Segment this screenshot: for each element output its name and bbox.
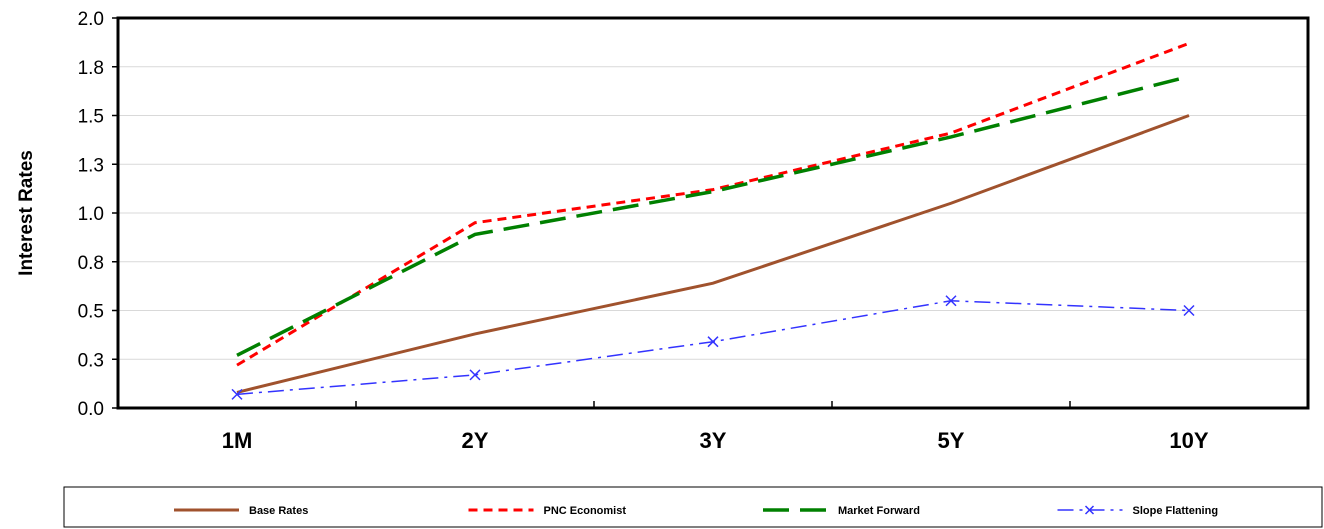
- y-tick-label: 0.5: [78, 302, 104, 323]
- x-tick-label: 5Y: [938, 428, 965, 453]
- series-line: [236, 114, 1190, 394]
- legend-marker: [1084, 505, 1095, 515]
- legend-label: Market Forward: [838, 505, 920, 517]
- y-tick-label: 0.3: [78, 350, 104, 371]
- x-tick-label: 1M: [222, 428, 253, 453]
- y-tick-label: 1.5: [78, 107, 104, 128]
- data-point-marker: [945, 295, 957, 307]
- x-tick-label: 2Y: [462, 428, 489, 453]
- gridlines: [118, 66, 1308, 360]
- y-tick-label: 1.0: [78, 204, 104, 225]
- legend: Base Rates PNC Economist Market Forward Slo…: [63, 486, 1323, 528]
- series-line: [236, 299, 1190, 396]
- legend-label: Base Rates: [249, 505, 308, 517]
- legend-label: PNC Economist: [544, 505, 627, 517]
- y-tick-label: 1.3: [78, 155, 104, 176]
- plot-frame: [116, 16, 1310, 410]
- y-tick-label: 2.0: [78, 9, 104, 30]
- x-tick-label: 3Y: [700, 428, 727, 453]
- legend-box: [63, 486, 1323, 528]
- y-axis-ticks: 0.0 0.3 0.5 0.8 1.0 1.3 1.5 1.8 2.0: [78, 9, 118, 420]
- data-point-marker: [231, 388, 243, 400]
- x-tick-label: 10Y: [1169, 428, 1208, 453]
- y-axis-title: Interest Rates: [16, 150, 37, 276]
- data-point-marker: [469, 369, 481, 381]
- legend-label: Slope Flattening: [1133, 505, 1219, 517]
- y-tick-label: 0.0: [78, 399, 104, 420]
- x-axis-ticks: 1M 2Y 3Y 5Y 10Y: [222, 401, 1209, 453]
- data-point-marker: [1183, 304, 1195, 317]
- series-lines: [231, 41, 1195, 400]
- data-point-marker: [707, 336, 719, 348]
- y-tick-label: 1.8: [78, 58, 104, 79]
- y-tick-label: 0.8: [78, 253, 104, 274]
- series-line: [236, 41, 1190, 367]
- series-line: [236, 74, 1190, 357]
